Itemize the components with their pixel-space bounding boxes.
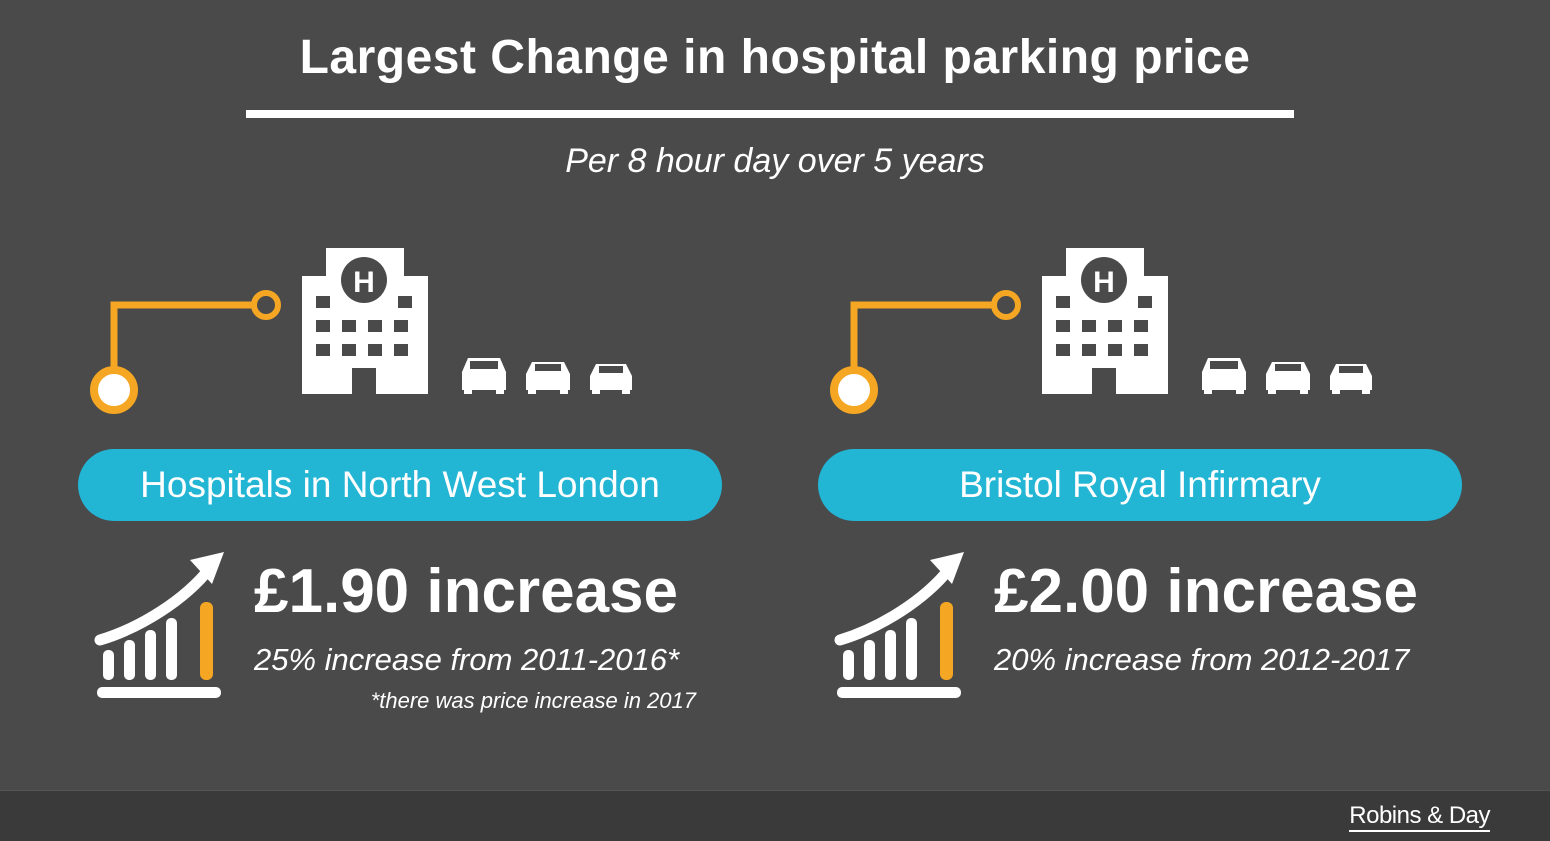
- increase-detail: 25% increase from 2011-2016*: [254, 642, 680, 677]
- panel-illustration: H: [830, 248, 1372, 698]
- car-icon: [590, 364, 632, 394]
- route-connector-icon: [90, 290, 281, 414]
- location-label: Bristol Royal Infirmary: [959, 464, 1321, 505]
- footer-bar: Robins & Day: [0, 790, 1550, 841]
- car-icon: [1202, 358, 1246, 394]
- increase-amount: £1.90 increase: [254, 557, 679, 626]
- car-icon: [1266, 362, 1310, 394]
- location-pill: Hospitals in North West London: [78, 449, 722, 521]
- growth-chart-icon: [94, 552, 224, 698]
- car-icon: [1330, 364, 1372, 394]
- panel-north-west-london: H: [0, 0, 775, 790]
- increase-detail: 20% increase from 2012-2017: [994, 642, 1410, 677]
- route-connector-icon: [830, 290, 1021, 414]
- footnote: *there was price increase in 2017: [370, 688, 696, 713]
- growth-chart-icon: [834, 552, 964, 698]
- panel-illustration: H: [90, 248, 632, 698]
- panel-bristol-royal-infirmary: H: [740, 0, 1515, 790]
- car-icon: [526, 362, 570, 394]
- svg-text:H: H: [353, 266, 375, 299]
- page-subtitle: Per 8 hour day over 5 years: [565, 142, 985, 180]
- page-title: Largest Change in hospital parking price: [299, 31, 1251, 84]
- hospital-icon: H: [1042, 248, 1168, 394]
- brand-logo: Robins & Day: [1349, 803, 1490, 832]
- svg-text:H: H: [1093, 266, 1115, 299]
- hospital-icon: H: [302, 248, 428, 394]
- location-label: Hospitals in North West London: [140, 464, 660, 505]
- car-icon: [462, 358, 506, 394]
- location-pill: Bristol Royal Infirmary: [818, 449, 1462, 521]
- title-underline: [246, 110, 1294, 118]
- increase-amount: £2.00 increase: [994, 557, 1419, 626]
